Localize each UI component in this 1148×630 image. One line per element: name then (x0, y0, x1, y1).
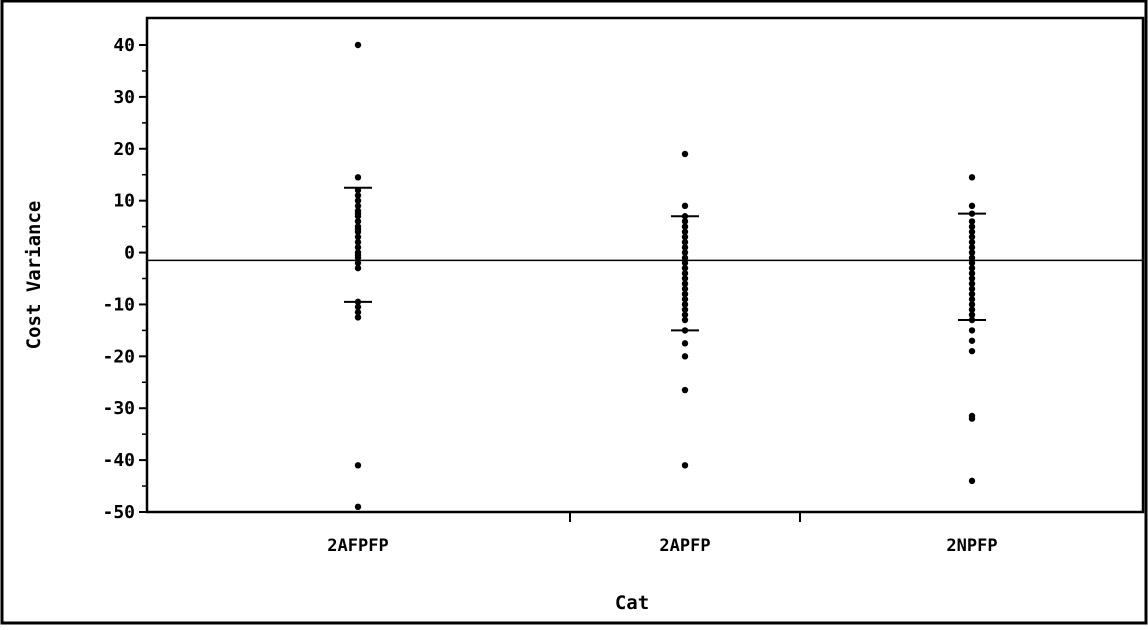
data-point (681, 264, 689, 272)
y-tick-label: 0 (124, 243, 135, 264)
data-point (681, 311, 689, 319)
data-point (681, 280, 689, 287)
data-point (968, 285, 976, 293)
data-point (681, 244, 689, 251)
data-point (354, 238, 362, 246)
data-point (968, 228, 976, 235)
data-point (354, 174, 362, 181)
data-point (681, 340, 689, 347)
y-tick-label: -30 (102, 398, 135, 419)
data-point (681, 233, 689, 241)
data-point (681, 259, 689, 267)
data-point (968, 337, 976, 344)
category-label: 2APFP (659, 536, 710, 556)
category-label: 2NPFP (946, 536, 997, 556)
data-point (681, 254, 689, 261)
data-point (354, 213, 362, 220)
data-point (354, 233, 362, 241)
data-point (968, 254, 976, 261)
data-point (354, 462, 362, 469)
data-point (968, 270, 976, 277)
data-point (681, 150, 689, 158)
data-point (968, 347, 976, 355)
data-point (354, 314, 362, 321)
data-point (968, 477, 976, 485)
data-point (681, 290, 689, 298)
data-point (354, 218, 362, 225)
data-point (354, 41, 362, 49)
data-point (354, 197, 362, 204)
data-point (968, 327, 976, 334)
data-point (968, 174, 976, 181)
data-point (681, 296, 689, 303)
data-point (354, 244, 362, 251)
y-tick-label: -20 (102, 346, 135, 367)
data-point (354, 259, 362, 267)
data-point (681, 275, 689, 282)
data-point (968, 296, 976, 303)
data-point (681, 301, 689, 308)
data-point (968, 415, 976, 422)
data-point (354, 254, 362, 261)
data-point (681, 306, 689, 313)
data-point (968, 233, 976, 241)
data-point (968, 259, 976, 267)
data-point (968, 223, 976, 230)
data-point (968, 306, 976, 313)
y-tick-label: 20 (113, 139, 135, 160)
y-tick-label: -40 (102, 450, 135, 471)
data-point (354, 303, 362, 311)
y-tick-label: -50 (102, 502, 135, 523)
data-point (681, 285, 689, 293)
y-tick-label: 30 (113, 87, 135, 108)
data-point (968, 264, 976, 272)
data-point (968, 280, 976, 287)
data-point (681, 462, 689, 469)
data-point (681, 202, 689, 210)
data-point (681, 353, 689, 360)
data-point (968, 275, 976, 282)
data-point (968, 290, 976, 298)
data-point (354, 228, 362, 235)
y-tick-label: 40 (113, 35, 135, 56)
data-point (354, 309, 362, 316)
data-point (968, 244, 976, 251)
data-point (681, 223, 689, 230)
data-point (681, 316, 689, 324)
category-label: 2AFPFP (327, 536, 388, 556)
data-point (354, 202, 362, 210)
data-point (968, 249, 976, 256)
data-point (354, 264, 362, 272)
y-tick-label: -10 (102, 294, 135, 315)
data-point (968, 311, 976, 319)
data-point (681, 249, 689, 256)
y-axis-title: Cost Variance (23, 201, 45, 350)
data-point (681, 238, 689, 246)
data-point (681, 270, 689, 277)
data-point (968, 301, 976, 308)
data-point (681, 386, 689, 394)
data-point (354, 192, 362, 199)
data-point (968, 238, 976, 246)
data-point (681, 218, 689, 225)
y-tick-label: 10 (113, 191, 135, 212)
x-axis-title: Cat (615, 592, 649, 614)
data-point (968, 218, 976, 225)
data-point (681, 228, 689, 235)
data-point (968, 202, 976, 210)
plot-area (145, 16, 1145, 514)
data-point (354, 503, 362, 511)
chart-marks: 40 30 20 10 0 -10 -20 -30 -40 -50 2AFPFP 2APFP 2NPFP (102, 35, 1143, 556)
